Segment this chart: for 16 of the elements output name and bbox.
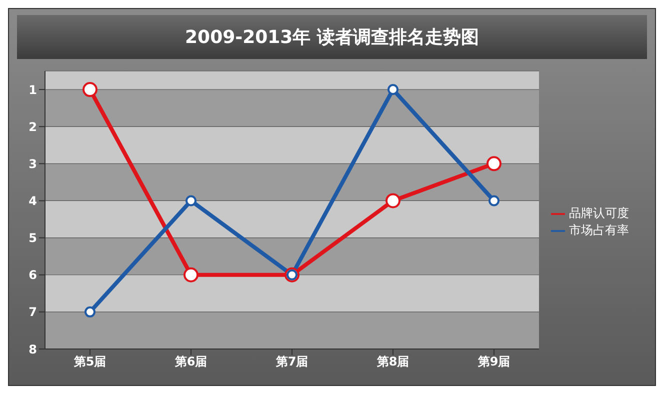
legend-label: 市场占有率 [569,223,629,237]
x-tick-label: 第7届 [274,354,308,369]
y-tick-label: 2 [28,120,37,134]
x-tick-label: 第6届 [174,354,208,369]
y-tick-label: 4 [28,194,37,208]
chart-title: 2009-2013年 读者调查排名走势图 [17,15,647,59]
y-tick-label: 8 [28,342,37,356]
y-tick-label: 3 [28,156,37,171]
legend-label: 品牌认可度 [569,206,629,220]
y-tick-label: 1 [28,82,37,97]
x-tick-label: 第8届 [376,354,410,369]
y-tick-label: 5 [28,231,37,246]
y-tick-label: 7 [28,305,37,320]
x-tick-label: 第5届 [72,354,106,369]
y-tick-label: 6 [28,268,37,282]
x-tick-label: 第9届 [476,354,510,369]
